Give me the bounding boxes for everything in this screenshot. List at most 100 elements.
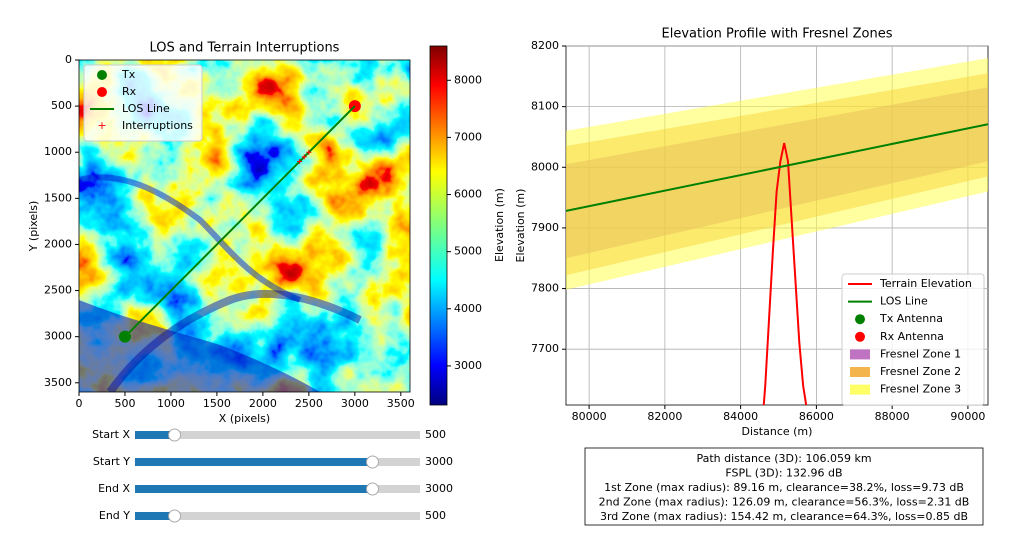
y-tick-label: 8000 — [531, 160, 559, 173]
legend-label: Fresnel Zone 3 — [880, 383, 961, 396]
legend: Terrain Elevation LOS Line Tx Antenna Rx An… — [841, 273, 985, 406]
slider-fill — [135, 458, 373, 466]
colorbar-tick-label: 6000 — [454, 188, 482, 201]
slider-value: 3000 — [425, 482, 453, 495]
legend-box — [841, 273, 985, 406]
info-line: 1st Zone (max radius): 89.16 m, clearanc… — [604, 481, 964, 494]
x-axis-label: Distance (m) — [742, 425, 813, 438]
slider-track — [135, 431, 420, 439]
y-tick-label: 7800 — [531, 282, 559, 295]
y-tick-label: 3500 — [44, 376, 72, 389]
y-tick-label: 8100 — [531, 100, 559, 113]
slider-handle[interactable] — [168, 428, 182, 442]
y-tick-label: 1500 — [44, 191, 72, 204]
x-tick-label: 3000 — [341, 397, 369, 410]
slider-track — [135, 512, 420, 520]
legend-label: Terrain Elevation — [879, 277, 972, 290]
legend-label: LOS Line — [880, 295, 928, 308]
slider-value: 500 — [425, 509, 446, 522]
y-axis-label: Elevation (m) — [514, 189, 527, 263]
x-tick-label: 1000 — [157, 397, 185, 410]
legend-marker — [855, 331, 865, 342]
legend-marker — [855, 314, 865, 325]
colorbar-label: Elevation (m) — [493, 188, 506, 262]
series-line — [124, 105, 356, 338]
plot-area — [118, 100, 361, 343]
slider[interactable]: Start X 500 — [92, 428, 446, 442]
slider-value: 3000 — [425, 455, 453, 468]
legend-label: Tx — [121, 68, 136, 81]
x-tick-label: 1500 — [203, 397, 231, 410]
chart-title: Elevation Profile with Fresnel Zones — [662, 27, 893, 42]
y-tick-label: 7900 — [531, 221, 559, 234]
y-tick-label: 3000 — [44, 330, 72, 343]
series-line — [566, 123, 988, 212]
legend-label: Fresnel Zone 2 — [880, 365, 961, 378]
x-tick-label: 500 — [114, 397, 135, 410]
slider[interactable]: Start Y 3000 — [93, 455, 453, 469]
info-line: 3rd Zone (max radius): 154.42 m, clearan… — [600, 510, 968, 523]
series-line — [762, 142, 808, 405]
x-tick-label: 84000 — [723, 410, 758, 423]
axes-frame — [78, 59, 411, 393]
info-line: 2nd Zone (max radius): 126.09 m, clearan… — [599, 496, 970, 509]
plot-area — [566, 58, 988, 405]
slider-fill — [135, 485, 373, 493]
y-tick-label: 500 — [51, 99, 72, 112]
info-line: FSPL (3D): 132.96 dB — [725, 467, 842, 480]
legend-marker — [97, 70, 107, 80]
slider[interactable]: End Y 500 — [99, 509, 446, 523]
slider-label: End X — [98, 482, 130, 495]
legend-label: Fresnel Zone 1 — [880, 347, 961, 360]
y-tick-label: 7700 — [531, 342, 559, 355]
x-tick-label: 0 — [76, 397, 83, 410]
y-tick-label: 0 — [65, 53, 72, 66]
interruption — [306, 149, 312, 155]
colorbar-tick-label: 4000 — [454, 302, 482, 315]
slider-handle[interactable] — [168, 509, 182, 523]
slider[interactable]: End X 3000 — [98, 482, 453, 496]
x-tick-label: 2500 — [295, 397, 323, 410]
slider-fill — [135, 431, 175, 439]
legend-patch — [850, 384, 870, 395]
y-tick-label: 2000 — [44, 237, 72, 250]
slider-value: 500 — [425, 428, 446, 441]
legend-patch — [850, 349, 870, 360]
fresnel-zone — [566, 58, 988, 290]
y-tick-label: 2500 — [44, 284, 72, 297]
legend-label: Interruptions — [122, 119, 193, 132]
legend-label: Rx — [122, 85, 137, 98]
x-tick-label: 86000 — [799, 410, 834, 423]
legend-label: Tx Antenna — [879, 312, 943, 325]
interruption — [297, 158, 303, 164]
slider-label: Start Y — [93, 455, 130, 468]
x-axis-label: X (pixels) — [219, 412, 270, 425]
y-axis-label: Y (pixels) — [27, 201, 40, 253]
slider-fill — [135, 512, 175, 520]
x-tick-label: 80000 — [572, 410, 607, 423]
legend-box — [83, 64, 203, 142]
x-tick-label: 90000 — [950, 410, 985, 423]
slider-label: Start X — [92, 428, 130, 441]
slider-label: End Y — [99, 509, 130, 522]
x-tick-label: 88000 — [875, 410, 910, 423]
legend: Tx Rx LOS Line + Interruptions — [83, 64, 203, 142]
info-box — [584, 447, 984, 526]
y-tick-label: 8200 — [531, 39, 559, 52]
legend-patch — [850, 367, 870, 377]
colorbar-tick-label: 3000 — [454, 359, 482, 372]
colorbar-tick-label: 5000 — [454, 245, 482, 258]
colorbar-tick-label: 7000 — [454, 130, 482, 143]
slider-handle[interactable] — [366, 455, 379, 469]
colorbar-tick-label: 8000 — [454, 73, 482, 86]
chart-title: LOS and Terrain Interruptions — [150, 41, 340, 56]
y-tick-label: 1000 — [44, 145, 72, 158]
legend-marker — [97, 87, 107, 97]
slider-handle[interactable] — [366, 482, 379, 496]
interruption — [301, 154, 307, 160]
legend-label: LOS Line — [122, 102, 170, 115]
x-tick-label: 82000 — [647, 410, 682, 423]
legend-label: Rx Antenna — [880, 330, 944, 343]
